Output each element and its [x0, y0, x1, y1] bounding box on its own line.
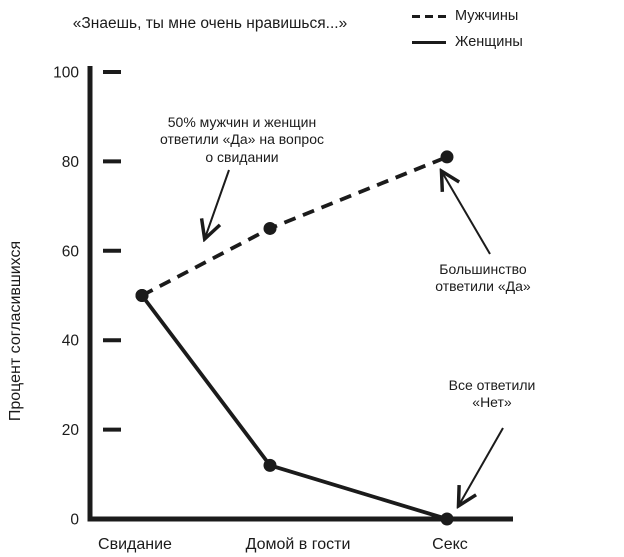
data-point-men: [263, 221, 277, 235]
annotation-arrow: [442, 172, 491, 255]
annotation-arrow: [205, 169, 230, 238]
y-tick-label: 20: [62, 422, 80, 439]
data-point-women: [135, 289, 149, 302]
x-category-label: Секс: [432, 536, 468, 553]
legend: Мужчины Женщины: [412, 3, 523, 55]
annotation-arrow: [459, 427, 504, 505]
y-tick-label: 60: [62, 243, 80, 260]
data-point-women: [440, 512, 454, 526]
dashed-line-sample-icon: [412, 14, 446, 18]
y-tick-label: 100: [53, 65, 79, 82]
y-tick-label: 0: [70, 512, 79, 529]
data-point-men: [440, 150, 454, 164]
annotation-all-no: Все ответили «Нет»: [448, 377, 536, 411]
legend-label-women: Женщины: [455, 34, 523, 50]
y-tick-label: 40: [62, 333, 80, 350]
chart-title: «Знаешь, ты мне очень нравишься...»: [72, 15, 348, 32]
series-line-women: [140, 294, 448, 521]
solid-line-sample-icon: [412, 40, 446, 44]
annotation-date-50-percent: 50% мужчин и женщин ответили «Да» на воп…: [160, 114, 324, 165]
legend-item-women: Женщины: [412, 29, 523, 55]
data-point-women: [263, 458, 277, 472]
y-tick-label: 80: [62, 154, 80, 171]
x-category-label: Домой в гости: [246, 536, 351, 553]
legend-label-men: Мужчины: [455, 8, 519, 24]
series-line-men: [141, 155, 448, 298]
x-category-label: Свидание: [98, 536, 172, 553]
legend-item-men: Мужчины: [412, 3, 523, 29]
annotation-majority-yes: Большинство ответили «Да»: [435, 261, 531, 295]
